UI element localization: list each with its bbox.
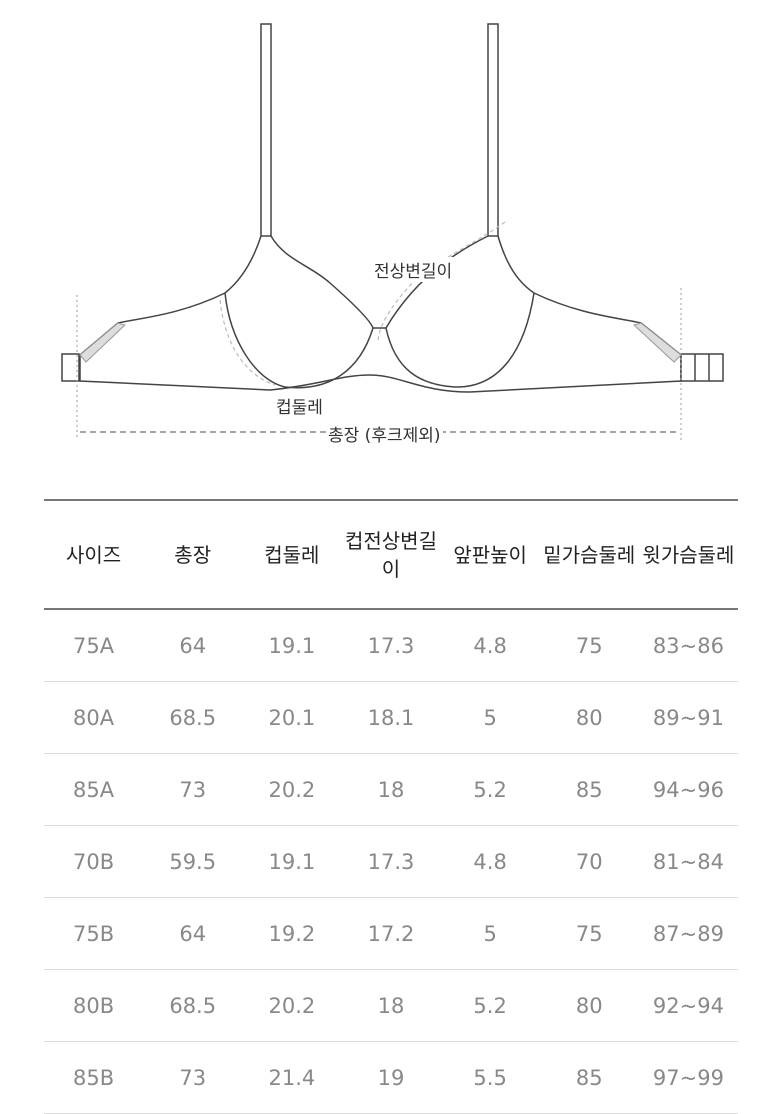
- table-cell: 20.1: [242, 681, 342, 754]
- header-front-height: 앞판높이: [440, 499, 540, 610]
- header-total-length: 총장: [143, 499, 243, 610]
- table-cell: 17.3: [341, 609, 441, 682]
- table-cell: 89~91: [638, 681, 738, 754]
- table-row: 75A 64 19.1 17.3 4.8 75 83~86: [44, 609, 738, 682]
- table-cell: 5.2: [440, 969, 540, 1042]
- table-cell: 73: [143, 753, 243, 826]
- table-cell: 80A: [44, 681, 144, 754]
- table-cell: 70: [539, 825, 639, 898]
- table-cell: 85: [539, 1041, 639, 1114]
- table-row: 85B 73 21.4 19 5.5 85 97~99: [44, 1041, 738, 1114]
- header-cup-circumference: 컵둘레: [242, 499, 342, 610]
- table-cell: 19.1: [242, 609, 342, 682]
- header-underbust: 밑가슴둘레: [539, 499, 639, 610]
- table-cell: 73: [143, 1041, 243, 1114]
- table-cell: 18: [341, 753, 441, 826]
- size-table: 사이즈 총장 컵둘레 컵전상변길이 앞판높이 밑가슴둘레 윗가슴둘레 75A 64…: [44, 499, 738, 1114]
- header-bust: 윗가슴둘레: [638, 499, 738, 610]
- table-cell: 75: [539, 897, 639, 970]
- table-cell: 87~89: [638, 897, 738, 970]
- table-cell: 20.2: [242, 753, 342, 826]
- table-cell: 75: [539, 609, 639, 682]
- table-cell: 19.1: [242, 825, 342, 898]
- table-cell: 4.8: [440, 609, 540, 682]
- table-cell: 19.2: [242, 897, 342, 970]
- total-length-label: 총장 (후크제외): [326, 421, 443, 446]
- table-cell: 70B: [44, 825, 144, 898]
- table-row: 70B 59.5 19.1 17.3 4.8 70 81~84: [44, 825, 738, 898]
- header-cup-strap-length: 컵전상변길이: [341, 499, 441, 610]
- table-cell: 85: [539, 753, 639, 826]
- table-cell: 75B: [44, 897, 144, 970]
- table-cell: 85B: [44, 1041, 144, 1114]
- table-cell: 59.5: [143, 825, 243, 898]
- table-cell: 75A: [44, 609, 144, 682]
- table-cell: 4.8: [440, 825, 540, 898]
- table-row: 80B 68.5 20.2 18 5.2 80 92~94: [44, 969, 738, 1042]
- cup-circumference-label: 컵둘레: [274, 393, 325, 418]
- table-cell: 68.5: [143, 969, 243, 1042]
- table-header-row: 사이즈 총장 컵둘레 컵전상변길이 앞판높이 밑가슴둘레 윗가슴둘레: [44, 499, 738, 610]
- table-cell: 92~94: [638, 969, 738, 1042]
- table-cell: 5: [440, 681, 540, 754]
- table-cell: 97~99: [638, 1041, 738, 1114]
- table-cell: 81~84: [638, 825, 738, 898]
- table-cell: 5.2: [440, 753, 540, 826]
- table-row: 75B 64 19.2 17.2 5 75 87~89: [44, 897, 738, 970]
- bra-diagram: [61, 23, 724, 440]
- table-cell: 85A: [44, 753, 144, 826]
- table-cell: 19: [341, 1041, 441, 1114]
- table-cell: 94~96: [638, 753, 738, 826]
- table-cell: 64: [143, 609, 243, 682]
- table-cell: 18: [341, 969, 441, 1042]
- table-cell: 18.1: [341, 681, 441, 754]
- strap-length-label: 전상변길이: [372, 257, 455, 282]
- table-cell: 83~86: [638, 609, 738, 682]
- table-cell: 20.2: [242, 969, 342, 1042]
- table-cell: 80: [539, 969, 639, 1042]
- table-cell: 80: [539, 681, 639, 754]
- table-cell: 21.4: [242, 1041, 342, 1114]
- table-cell: 5: [440, 897, 540, 970]
- table-row: 85A 73 20.2 18 5.2 85 94~96: [44, 753, 738, 826]
- table-cell: 80B: [44, 969, 144, 1042]
- table-cell: 17.3: [341, 825, 441, 898]
- table-cell: 5.5: [440, 1041, 540, 1114]
- table-cell: 64: [143, 897, 243, 970]
- header-size: 사이즈: [44, 499, 144, 610]
- table-cell: 17.2: [341, 897, 441, 970]
- table-row: 80A 68.5 20.1 18.1 5 80 89~91: [44, 681, 738, 754]
- table-cell: 68.5: [143, 681, 243, 754]
